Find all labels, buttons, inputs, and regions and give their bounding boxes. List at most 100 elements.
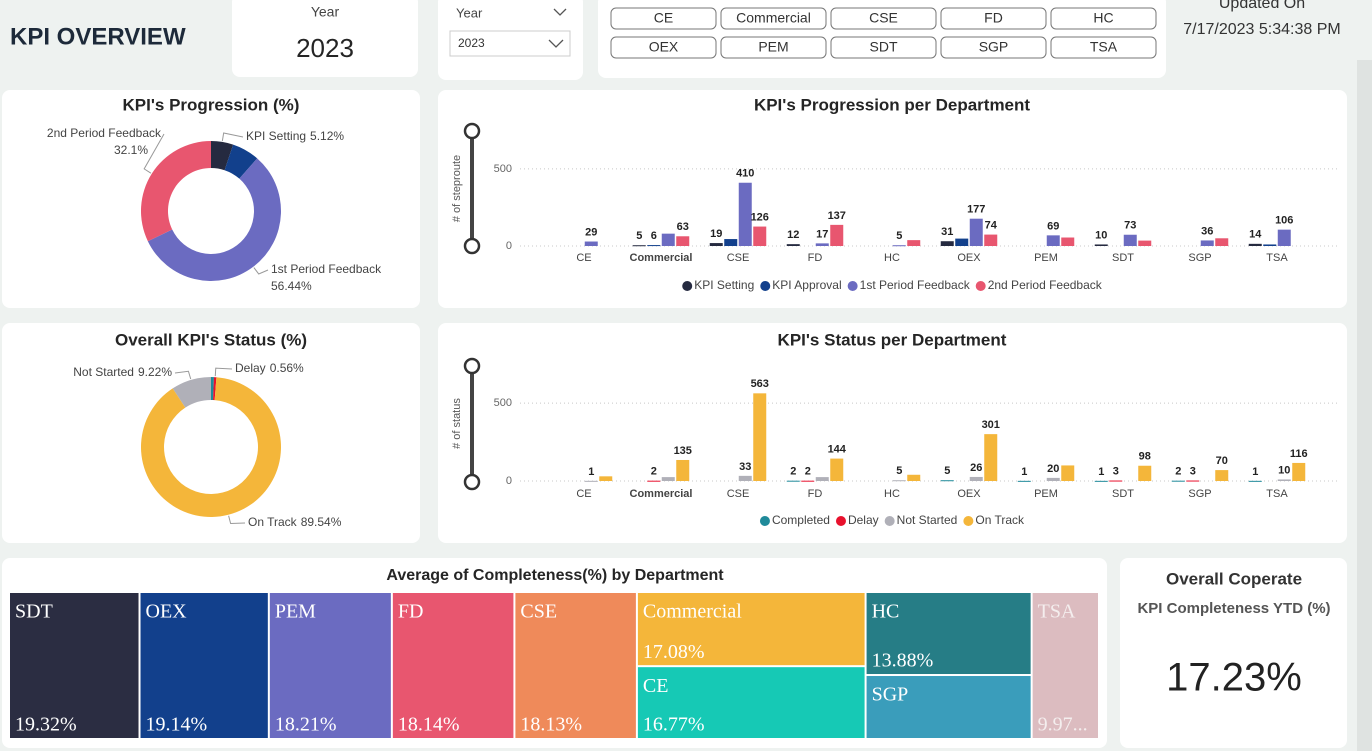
bar xyxy=(676,459,690,481)
x-tick-label: SDT xyxy=(1112,488,1134,500)
filter-button-label: Commercial xyxy=(736,10,811,26)
data-label: 410 xyxy=(736,168,754,180)
bar xyxy=(753,226,767,246)
data-label: 10 xyxy=(1278,464,1290,476)
filter-button[interactable] xyxy=(610,7,717,30)
filter-button[interactable] xyxy=(720,7,827,30)
treemap-tile[interactable] xyxy=(637,593,865,666)
bar xyxy=(786,244,800,246)
filter-button[interactable] xyxy=(1050,36,1157,59)
chevron xyxy=(553,8,567,16)
filter-button-label: CSE xyxy=(869,10,898,26)
slider-handle[interactable] xyxy=(463,122,481,140)
bar xyxy=(1061,237,1075,246)
scroll-strip xyxy=(1357,60,1372,751)
slicer-dropdown[interactable] xyxy=(449,30,571,57)
bar xyxy=(786,480,800,482)
data-label: 36 xyxy=(1201,225,1213,237)
bar xyxy=(955,238,969,246)
legend-item[interactable]: 2nd Period Feedback xyxy=(975,278,1103,292)
treemap-tile[interactable] xyxy=(637,667,865,738)
chart-title: KPI's Progression per Department xyxy=(754,95,1030,114)
x-tick-label: CE xyxy=(576,252,591,264)
x-tick-label: TSA xyxy=(1266,488,1288,500)
x-tick-label: SGP xyxy=(1188,252,1211,264)
slice-value: 32.1% xyxy=(114,143,148,157)
legend-item[interactable]: Delay xyxy=(835,513,879,527)
tile-value: 18.14% xyxy=(398,714,460,736)
bar xyxy=(1109,480,1123,482)
treemap-tile[interactable] xyxy=(515,593,636,738)
treemap-tile[interactable] xyxy=(10,593,139,738)
treemap-tile[interactable] xyxy=(1032,593,1098,738)
legend-item[interactable]: KPI Setting xyxy=(682,278,754,292)
slicer-selected: 2023 xyxy=(458,36,485,50)
filter-button[interactable] xyxy=(610,36,717,59)
data-label: 563 xyxy=(751,378,769,390)
bar xyxy=(676,236,690,246)
legend-item[interactable]: Completed xyxy=(759,513,830,527)
chart-title: Overall KPI's Status (%) xyxy=(115,330,307,349)
bar xyxy=(584,241,598,246)
legend-label: 2nd Period Feedback xyxy=(988,278,1103,292)
kpi-card-title: Overall Coperate xyxy=(1166,569,1302,588)
treemap-tile[interactable] xyxy=(866,593,1031,675)
data-label: 3 xyxy=(1190,465,1196,477)
bar xyxy=(1263,244,1277,246)
legend-label: Completed xyxy=(772,513,830,527)
treemap-tile[interactable] xyxy=(392,593,514,738)
card xyxy=(2,90,420,308)
tile-value: 13.88% xyxy=(872,650,934,672)
data-label: 126 xyxy=(751,211,769,223)
x-tick-label: Commercial xyxy=(630,488,693,500)
tile-value: 18.13% xyxy=(520,714,582,736)
tile-label: TSA xyxy=(1038,601,1076,623)
treemap-tile[interactable] xyxy=(866,676,1031,738)
card xyxy=(2,323,420,543)
filter-button[interactable] xyxy=(940,7,1047,30)
data-label: 1 xyxy=(1098,466,1104,478)
legend-item[interactable]: KPI Approval xyxy=(760,278,842,292)
filter-button[interactable] xyxy=(720,36,827,59)
filter-button-label: SGP xyxy=(979,39,1009,55)
data-label: 29 xyxy=(585,226,597,238)
filter-button[interactable] xyxy=(830,7,937,30)
filter-button[interactable] xyxy=(940,36,1047,59)
legend-item[interactable]: 1st Period Feedback xyxy=(847,278,971,292)
y-axis-title: # of steproute xyxy=(451,155,463,222)
data-label: 1 xyxy=(1252,466,1258,478)
bar xyxy=(1186,480,1200,482)
legend-marker xyxy=(975,281,986,291)
treemap-tile[interactable] xyxy=(140,593,268,738)
filter-button[interactable] xyxy=(1050,7,1157,30)
x-tick-label: CE xyxy=(576,488,591,500)
y-tick-label: 500 xyxy=(494,397,512,409)
slice-label: KPI Setting 5.12% xyxy=(246,129,344,143)
tile-value: 19.32% xyxy=(15,714,77,736)
x-tick-label: CSE xyxy=(727,252,750,264)
legend-label: On Track xyxy=(975,513,1025,527)
slider-handle[interactable] xyxy=(463,357,481,375)
bar xyxy=(647,480,661,482)
filter-button-label: OEX xyxy=(649,39,679,55)
bar xyxy=(1292,462,1306,481)
bar xyxy=(940,480,954,482)
bar xyxy=(661,233,675,246)
x-tick-label: OEX xyxy=(957,488,981,500)
card xyxy=(1120,558,1347,748)
filter-button[interactable] xyxy=(830,36,937,59)
slider-handle[interactable] xyxy=(463,473,481,491)
slice-value: 5.12% xyxy=(310,129,344,143)
kpi-card-value: 17.23% xyxy=(1166,656,1302,700)
treemap-tile[interactable] xyxy=(269,593,391,738)
bar xyxy=(907,474,921,481)
legend-item[interactable]: On Track xyxy=(963,513,1025,527)
bar xyxy=(984,234,998,246)
legend-item[interactable]: Not Started xyxy=(884,513,958,527)
data-label: 144 xyxy=(828,443,847,455)
tile-value: 17.08% xyxy=(643,641,705,663)
slider-handle[interactable] xyxy=(463,237,481,255)
legend-marker xyxy=(760,281,771,291)
tile-label: FD xyxy=(398,601,424,623)
slice-value: 0.56% xyxy=(270,361,304,375)
